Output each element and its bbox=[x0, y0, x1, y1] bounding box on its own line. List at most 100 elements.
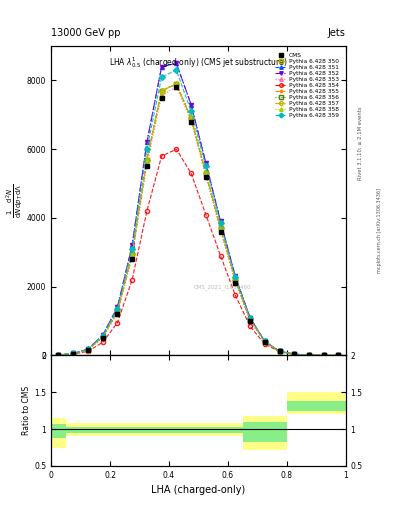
Pythia 6.428 356 bbox=[115, 308, 120, 314]
Pythia 6.428 352 bbox=[218, 218, 223, 224]
Pythia 6.428 352 bbox=[115, 304, 120, 310]
Pythia 6.428 351 bbox=[100, 332, 105, 338]
Pythia 6.428 351 bbox=[130, 242, 134, 248]
Pythia 6.428 354 bbox=[159, 153, 164, 159]
Pythia 6.428 353 bbox=[321, 352, 326, 358]
Pythia 6.428 356 bbox=[56, 352, 61, 358]
Pythia 6.428 356 bbox=[336, 352, 341, 358]
Pythia 6.428 357 bbox=[336, 352, 341, 358]
Pythia 6.428 353 bbox=[263, 339, 267, 345]
CMS bbox=[307, 352, 311, 358]
CMS bbox=[71, 351, 75, 357]
Text: Rivet 3.1.10; ≥ 2.1M events: Rivet 3.1.10; ≥ 2.1M events bbox=[358, 106, 363, 180]
Pythia 6.428 356 bbox=[159, 88, 164, 94]
Pythia 6.428 358 bbox=[204, 170, 208, 176]
Line: Pythia 6.428 355: Pythia 6.428 355 bbox=[56, 82, 341, 357]
Pythia 6.428 356 bbox=[174, 81, 179, 87]
Pythia 6.428 352 bbox=[336, 352, 341, 358]
Pythia 6.428 354 bbox=[189, 170, 193, 176]
Pythia 6.428 352 bbox=[174, 60, 179, 67]
Pythia 6.428 355 bbox=[336, 352, 341, 358]
Pythia 6.428 357 bbox=[100, 334, 105, 340]
Pythia 6.428 355 bbox=[307, 352, 311, 358]
Pythia 6.428 359 bbox=[159, 74, 164, 80]
Pythia 6.428 355 bbox=[204, 170, 208, 176]
Pythia 6.428 353 bbox=[115, 310, 120, 316]
CMS bbox=[159, 95, 164, 101]
Pythia 6.428 352 bbox=[86, 346, 90, 352]
Pythia 6.428 358 bbox=[321, 352, 326, 358]
Pythia 6.428 357 bbox=[307, 352, 311, 358]
Pythia 6.428 351 bbox=[204, 160, 208, 166]
Pythia 6.428 358 bbox=[145, 157, 149, 163]
Pythia 6.428 355 bbox=[321, 352, 326, 358]
Pythia 6.428 354 bbox=[174, 146, 179, 152]
Pythia 6.428 352 bbox=[100, 332, 105, 338]
Pythia 6.428 350 bbox=[159, 88, 164, 94]
Pythia 6.428 351 bbox=[336, 352, 341, 358]
CMS bbox=[174, 84, 179, 91]
Pythia 6.428 353 bbox=[336, 352, 341, 358]
Pythia 6.428 351 bbox=[321, 352, 326, 358]
Pythia 6.428 358 bbox=[100, 334, 105, 340]
Pythia 6.428 352 bbox=[71, 350, 75, 356]
Pythia 6.428 358 bbox=[233, 277, 238, 283]
Pythia 6.428 350 bbox=[130, 251, 134, 257]
Pythia 6.428 356 bbox=[86, 347, 90, 353]
Line: Pythia 6.428 354: Pythia 6.428 354 bbox=[56, 147, 341, 357]
Pythia 6.428 357 bbox=[71, 351, 75, 357]
CMS bbox=[233, 280, 238, 286]
Pythia 6.428 350 bbox=[233, 277, 238, 283]
Pythia 6.428 351 bbox=[115, 304, 120, 310]
Pythia 6.428 355 bbox=[248, 316, 252, 323]
Text: LHA $\lambda^{1}_{0.5}$ (charged only) (CMS jet substructure): LHA $\lambda^{1}_{0.5}$ (charged only) (… bbox=[109, 55, 288, 70]
Line: Pythia 6.428 357: Pythia 6.428 357 bbox=[56, 82, 341, 357]
Line: Pythia 6.428 352: Pythia 6.428 352 bbox=[56, 61, 341, 357]
CMS bbox=[100, 335, 105, 342]
Pythia 6.428 354 bbox=[248, 323, 252, 329]
Pythia 6.428 353 bbox=[100, 335, 105, 341]
Pythia 6.428 352 bbox=[292, 351, 297, 357]
Pythia 6.428 353 bbox=[56, 352, 61, 358]
Pythia 6.428 357 bbox=[56, 352, 61, 358]
Legend: CMS, Pythia 6.428 350, Pythia 6.428 351, Pythia 6.428 352, Pythia 6.428 353, Pyt: CMS, Pythia 6.428 350, Pythia 6.428 351,… bbox=[274, 52, 340, 119]
Pythia 6.428 359 bbox=[189, 109, 193, 115]
Pythia 6.428 352 bbox=[204, 160, 208, 166]
Pythia 6.428 357 bbox=[86, 347, 90, 353]
Pythia 6.428 353 bbox=[307, 352, 311, 358]
Pythia 6.428 356 bbox=[321, 352, 326, 358]
Pythia 6.428 351 bbox=[292, 351, 297, 357]
Text: CMS_2021_I1932460: CMS_2021_I1932460 bbox=[193, 285, 251, 290]
CMS bbox=[292, 351, 297, 357]
CMS bbox=[248, 318, 252, 324]
Text: Jets: Jets bbox=[328, 28, 346, 38]
Pythia 6.428 359 bbox=[86, 346, 90, 352]
CMS bbox=[56, 352, 61, 358]
Pythia 6.428 354 bbox=[145, 208, 149, 214]
Pythia 6.428 352 bbox=[56, 352, 61, 358]
CMS bbox=[115, 311, 120, 317]
Line: Pythia 6.428 359: Pythia 6.428 359 bbox=[56, 68, 341, 357]
Pythia 6.428 355 bbox=[292, 351, 297, 357]
Pythia 6.428 357 bbox=[248, 316, 252, 323]
Pythia 6.428 353 bbox=[218, 228, 223, 234]
CMS bbox=[204, 174, 208, 180]
Pythia 6.428 355 bbox=[145, 157, 149, 163]
Pythia 6.428 357 bbox=[277, 348, 282, 354]
Pythia 6.428 351 bbox=[248, 314, 252, 321]
X-axis label: LHA (charged-only): LHA (charged-only) bbox=[151, 485, 246, 495]
Pythia 6.428 353 bbox=[174, 83, 179, 90]
Pythia 6.428 351 bbox=[174, 60, 179, 67]
Pythia 6.428 358 bbox=[336, 352, 341, 358]
Pythia 6.428 355 bbox=[277, 348, 282, 354]
Pythia 6.428 356 bbox=[233, 277, 238, 283]
Text: 13000 GeV pp: 13000 GeV pp bbox=[51, 28, 121, 38]
Pythia 6.428 357 bbox=[145, 157, 149, 163]
Pythia 6.428 356 bbox=[145, 157, 149, 163]
Pythia 6.428 357 bbox=[321, 352, 326, 358]
Pythia 6.428 352 bbox=[263, 338, 267, 345]
Pythia 6.428 359 bbox=[218, 220, 223, 226]
Pythia 6.428 358 bbox=[174, 81, 179, 87]
Pythia 6.428 353 bbox=[277, 348, 282, 354]
Pythia 6.428 355 bbox=[189, 115, 193, 121]
